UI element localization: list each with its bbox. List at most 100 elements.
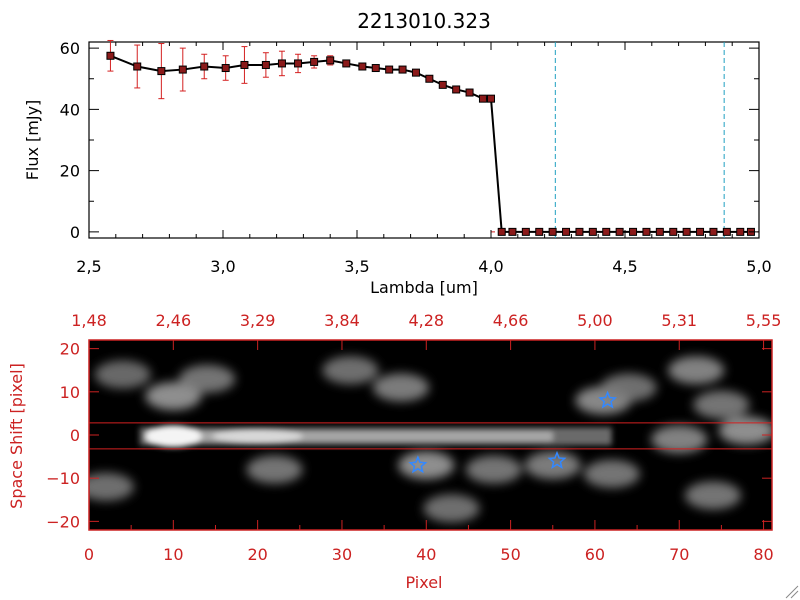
data-point-3 [178,65,187,74]
data-point-30 [575,227,584,236]
spectrum-image-plot: 0 10 20 30 40 50 60 70 80 1,48 2,46 3,29 3,84 4,28 4,… [7,311,781,592]
resize-grip-icon[interactable] [785,585,799,599]
image-top-tick-label-3: 3,84 [324,311,360,330]
spectral-trace [139,425,612,448]
image-x-tick-label-0: 0 [84,545,94,564]
data-point-20 [452,85,461,94]
data-point-27 [535,227,544,236]
image-top-tick-label-8: 5,55 [746,311,782,330]
data-point-21 [465,88,474,97]
data-point-41 [722,227,731,236]
image-x-tick-label-8: 80 [753,545,773,564]
y-tick-label-1: 20 [60,162,80,181]
data-point-40 [709,227,718,236]
data-point-6 [240,60,249,69]
trace-bright-segment [212,429,303,444]
data-point-39 [696,227,705,236]
image-x-tick-label-4: 40 [416,545,436,564]
data-point-32 [602,227,611,236]
data-point-8 [277,59,286,68]
data-point-31 [588,227,597,236]
data-point-35 [642,227,651,236]
spectrum-plot-frame [88,41,760,239]
data-point-22 [478,94,487,103]
data-point-14 [371,64,380,73]
image-y-tick-label-1: −10 [46,469,80,488]
noise-blob-3 [322,356,379,385]
image-y-tick-label-3: 10 [60,383,80,402]
spectrum-y-axis-label: Flux [mJy] [23,100,42,181]
data-point-16 [398,65,407,74]
spectrum-image [89,356,772,523]
noise-blob-13 [668,356,725,385]
data-point-7 [261,60,270,69]
image-x-ticks: 0 10 20 30 40 50 60 70 80 [84,520,774,564]
data-point-18 [425,74,434,83]
noise-blob-5 [398,451,455,480]
data-point-36 [655,227,664,236]
data-point-26 [521,227,530,236]
noise-blob-17 [89,472,134,501]
star-marker-icon-2 [598,390,618,409]
data-point-11 [326,56,335,65]
noise-blob-18 [94,360,151,389]
image-x-axis-label: Pixel [405,573,442,592]
data-point-17 [411,68,420,77]
image-x-tick-label-7: 70 [669,545,689,564]
spectrum-plot: 2,5 3,0 3,5 4,0 4,5 5,0 0 20 40 60 Lambda [um] F… [23,39,772,297]
noise-blob-1 [179,364,236,393]
data-point-12 [342,59,351,68]
x-tick-label-2: 3,5 [344,257,369,276]
data-point-38 [682,227,691,236]
noise-blob-2 [246,455,303,484]
image-y-tick-label-0: −20 [46,512,80,531]
image-y-tick-label-2: 0 [70,426,80,445]
image-x-tick-label-3: 30 [332,545,352,564]
y-tick-label-3: 60 [60,39,80,58]
spectrum-y-ticks: 0 20 40 60 [60,39,759,242]
spectrum-x-ticks: 2,5 3,0 3,5 4,0 4,5 5,0 [76,42,772,276]
data-point-0 [106,51,115,60]
data-point-24 [497,227,506,236]
x-tick-label-3: 4,0 [478,257,503,276]
image-top-tick-label-7: 5,31 [661,311,697,330]
trace-peak [145,425,202,448]
y-tick-label-2: 40 [60,100,80,119]
star-marker-icon-0 [408,455,428,474]
noise-blob-16 [684,481,741,510]
noise-blob-12 [651,425,708,454]
spectrum-x-axis-label: Lambda [um] [370,278,478,297]
data-point-1 [133,62,142,71]
image-top-tick-label-1: 2,46 [156,311,192,330]
data-point-28 [548,227,557,236]
noise-blob-0 [145,382,202,411]
noise-blob-7 [465,455,522,484]
data-point-15 [385,65,394,74]
noise-blob-10 [583,459,640,488]
trace-core [148,431,553,442]
data-point-2 [157,67,166,76]
noise-blob-11 [600,373,657,402]
data-point-23 [487,94,495,103]
data-point-33 [615,227,624,236]
image-y-ticks: −20 −10 0 10 20 [46,340,772,531]
image-y-axis-label: Space Shift [pixel] [7,363,26,509]
image-top-tick-label-4: 4,28 [408,311,444,330]
x-tick-label-0: 2,5 [76,257,101,276]
noise-blob-14 [693,390,750,419]
chart-title: 2213010.323 [357,9,491,33]
spectrum-image-overlay [89,390,772,474]
image-top-tick-label-5: 4,66 [493,311,529,330]
y-tick-label-0: 0 [70,223,80,242]
data-point-9 [294,59,303,68]
image-y-tick-label-4: 20 [60,340,80,359]
image-x-tick-label-2: 20 [247,545,267,564]
data-point-10 [310,57,319,66]
noise-blobs [89,356,772,523]
x-tick-label-5: 5,0 [746,257,771,276]
data-point-42 [736,227,745,236]
image-x-tick-label-1: 10 [163,545,183,564]
image-top-wavelength-ticks: 1,48 2,46 3,29 3,84 4,28 4,66 5,00 5,31 5,55 [71,311,781,350]
data-point-4 [200,62,209,71]
